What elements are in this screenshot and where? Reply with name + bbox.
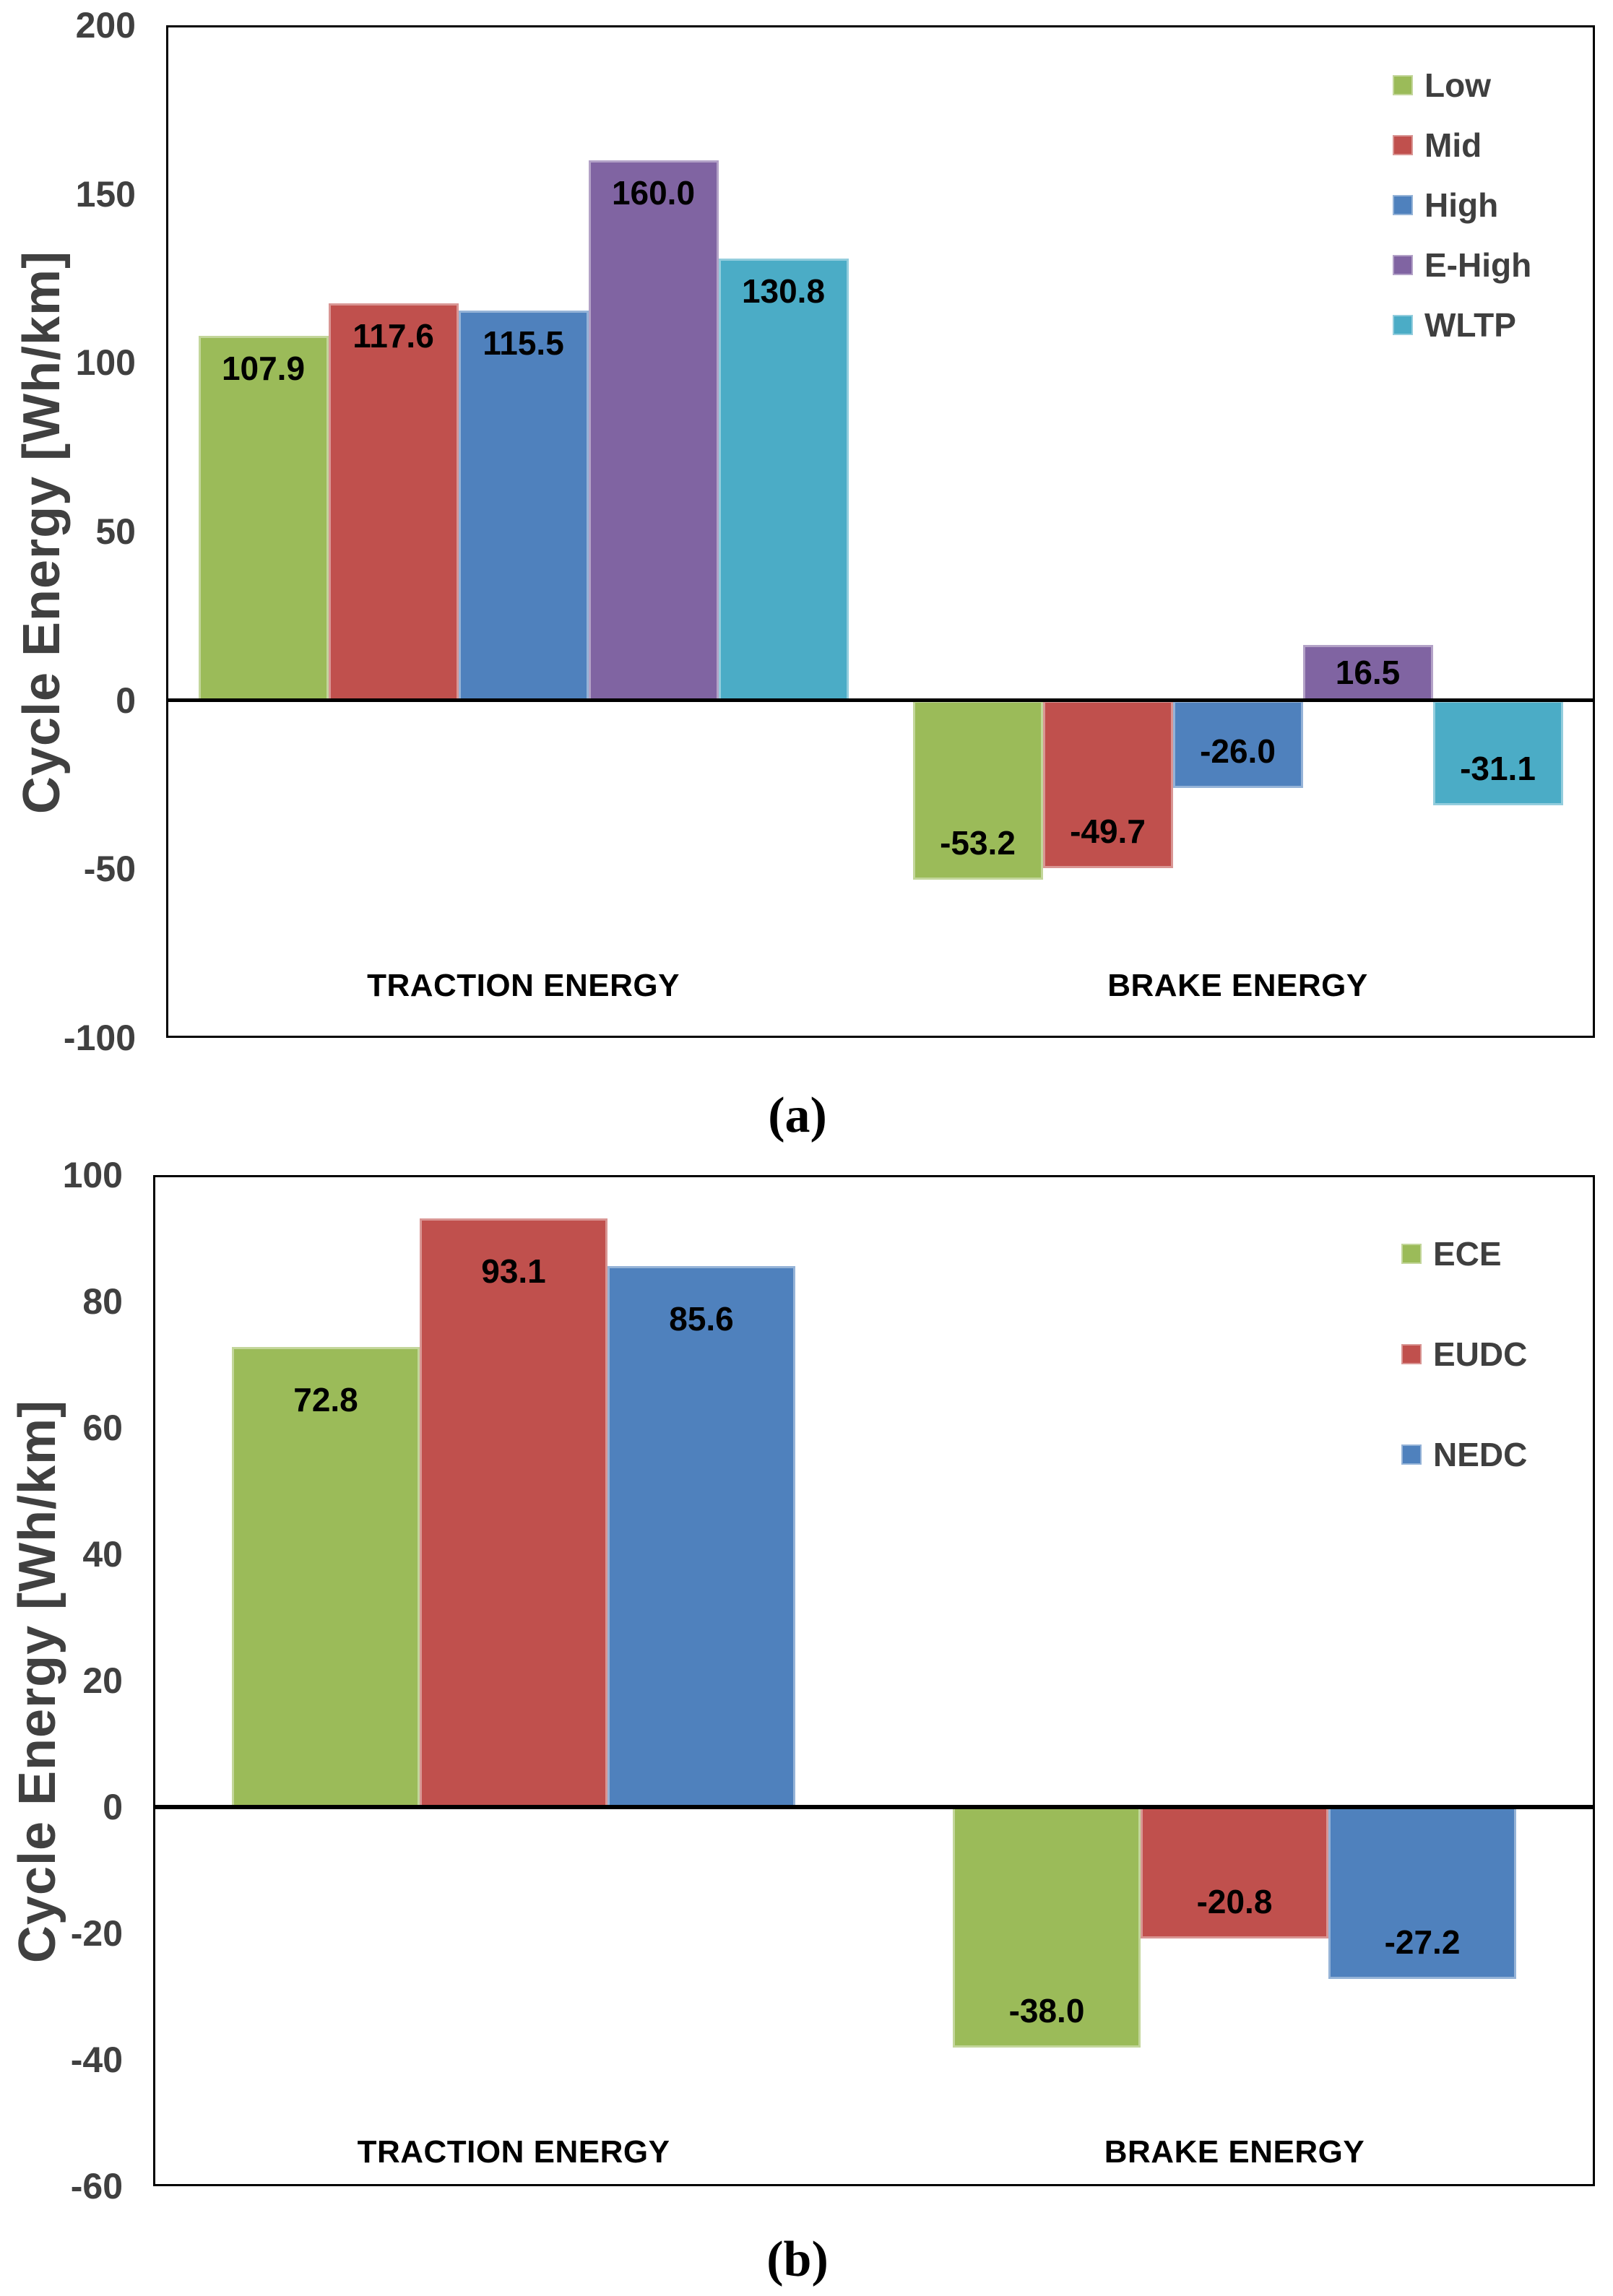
bar-value-label: -26.0 <box>1200 732 1276 771</box>
bar-mid-brake <box>1042 700 1173 868</box>
zero-axis-line <box>166 698 1595 703</box>
legend-label: E-High <box>1424 246 1532 284</box>
y-tick-label: 100 <box>62 1155 123 1195</box>
bar-value-label: 117.6 <box>353 317 434 355</box>
bar-nedc-brake <box>1328 1807 1516 1979</box>
category-label: TRACTION ENERGY <box>357 2134 670 2170</box>
category-label: BRAKE ENERGY <box>1104 2134 1365 2170</box>
bar-value-label: -20.8 <box>1196 1883 1273 1920</box>
category-label: BRAKE ENERGY <box>1107 968 1368 1003</box>
bar-ece-brake <box>953 1807 1141 2048</box>
legend-label: Mid <box>1424 126 1482 164</box>
caption-b: (b) <box>766 2232 829 2287</box>
y-tick-label: -50 <box>83 849 136 890</box>
bar-mid-traction <box>328 303 459 701</box>
y-tick-label: 50 <box>95 511 136 552</box>
bar-ece-traction <box>232 1347 420 1807</box>
bar-value-label: -49.7 <box>1070 812 1146 850</box>
bar-value-label: 16.5 <box>1335 654 1401 692</box>
legend-swatch-wltp <box>1393 315 1413 335</box>
bar-value-label: -38.0 <box>1008 1991 1085 2029</box>
bar-high-traction <box>458 310 589 701</box>
y-tick-label: 40 <box>82 1534 123 1574</box>
y-tick-label: -40 <box>70 2040 123 2080</box>
y-tick-label: 60 <box>82 1408 123 1448</box>
y-tick-label: -100 <box>63 1018 136 1058</box>
bar-wltp-brake <box>1432 700 1563 805</box>
legend-label: ECE <box>1433 1235 1502 1273</box>
y-tick-label: 0 <box>103 1787 123 1827</box>
category-label: TRACTION ENERGY <box>367 968 680 1003</box>
legend-label: NEDC <box>1433 1436 1528 1473</box>
legend-label: Low <box>1424 66 1491 104</box>
legend-swatch-mid <box>1393 135 1413 155</box>
y-tick-label: 150 <box>75 173 136 215</box>
legend-swatch-low <box>1393 75 1413 95</box>
bar-value-label: 85.6 <box>669 1300 734 1338</box>
y-tick-label: -60 <box>70 2166 123 2206</box>
legend-swatch-nedc <box>1401 1444 1422 1465</box>
legend-label: WLTP <box>1424 306 1516 344</box>
bar-value-label: 107.9 <box>221 350 306 388</box>
bar-value-label: 72.8 <box>293 1381 358 1418</box>
bar-wltp-traction <box>718 259 849 701</box>
bar-low-brake <box>912 700 1043 880</box>
y-tick-label: 200 <box>75 5 136 46</box>
bar-e-high-brake <box>1302 644 1433 701</box>
bar-value-label: -31.1 <box>1460 750 1536 787</box>
legend-swatch-eudc <box>1401 1344 1422 1364</box>
bar-value-label: -53.2 <box>940 824 1016 862</box>
y-tick-label: -20 <box>70 1913 123 1954</box>
bar-value-label: 160.0 <box>611 173 696 212</box>
zero-axis-line <box>153 1805 1595 1809</box>
y-tick-label: 20 <box>82 1660 123 1701</box>
bar-e-high-traction <box>588 160 719 701</box>
bar-value-label: 115.5 <box>483 324 564 362</box>
legend-swatch-high <box>1393 195 1413 215</box>
bar-low-traction <box>198 336 329 701</box>
legend-label: High <box>1424 186 1499 224</box>
bar-eudc-traction <box>420 1218 607 1807</box>
y-tick-label: 80 <box>82 1281 123 1322</box>
bar-value-label: 130.8 <box>741 272 826 311</box>
bar-nedc-traction <box>607 1266 795 1807</box>
legend-label: EUDC <box>1433 1335 1528 1373</box>
y-tick-label: 100 <box>75 342 136 384</box>
legend-swatch-e-high <box>1393 255 1413 275</box>
caption-a: (a) <box>768 1088 827 1143</box>
legend-swatch-ece <box>1401 1244 1422 1264</box>
bar-value-label: -27.2 <box>1384 1923 1461 1961</box>
y-tick-label: 0 <box>116 680 136 721</box>
bar-eudc-brake <box>1141 1807 1328 1938</box>
bar-value-label: 93.1 <box>481 1252 546 1291</box>
